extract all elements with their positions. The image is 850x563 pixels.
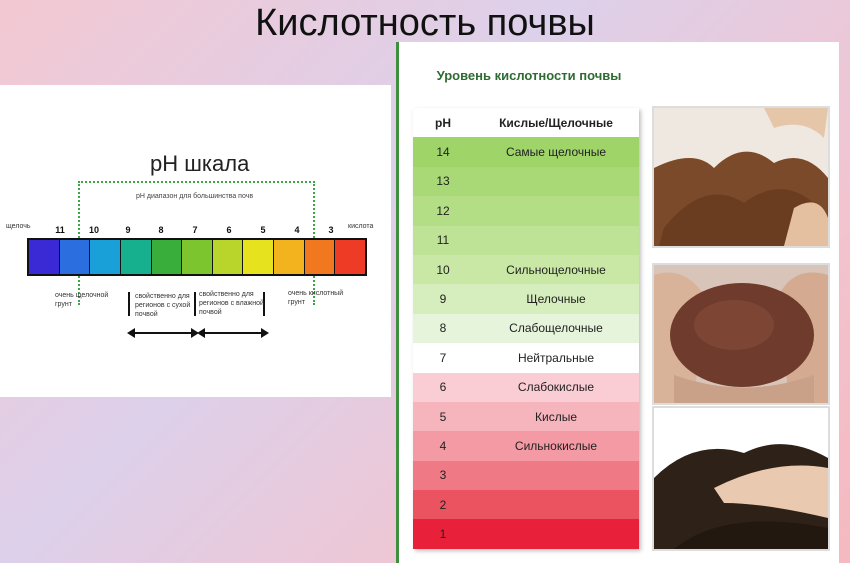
ph-segment bbox=[335, 240, 366, 274]
ph-scale-title: pH шкала bbox=[150, 151, 250, 176]
table-row: 14 Самые щелочные bbox=[413, 137, 639, 167]
row-ph: 14 bbox=[436, 145, 450, 160]
acidity-table: pH Кислые/Щелочные 14 Самые щелочные 13 12 1… bbox=[413, 108, 639, 549]
row-ph: 9 bbox=[439, 292, 447, 307]
ph-tick-label: 7 bbox=[192, 225, 198, 235]
row-desc: Самые щелочные bbox=[505, 145, 607, 160]
row-desc: Слабокислые bbox=[517, 380, 595, 395]
row-ph: 4 bbox=[439, 438, 447, 453]
acidity-panel: Уровень кислотности почвы pH Кислые/Щело… bbox=[396, 42, 839, 563]
table-row: 12 bbox=[413, 196, 639, 226]
note-dry-regions: свойственно для регионов с сухой почвой bbox=[135, 293, 191, 318]
ph-segment bbox=[274, 240, 305, 274]
row-desc: Слабощелочные bbox=[509, 321, 603, 336]
row-desc: Сильнокислые bbox=[514, 438, 598, 453]
row-ph: 1 bbox=[439, 527, 447, 542]
wet-marker bbox=[194, 292, 196, 316]
ph-tick-label: 4 bbox=[294, 225, 300, 235]
soil-photo-clay bbox=[652, 263, 830, 405]
range-note: pH диапазон для большинства почв bbox=[136, 193, 254, 200]
ph-tick-label: 6 bbox=[226, 225, 232, 235]
dry-marker bbox=[128, 292, 130, 316]
header-ph: pH bbox=[435, 115, 451, 130]
ph-color-bar bbox=[27, 238, 367, 276]
table-row: 6 Слабокислые bbox=[413, 372, 639, 402]
table-row: 7 Нейтральные bbox=[413, 343, 639, 373]
ph-tick-label: 5 bbox=[260, 225, 266, 235]
row-ph: 7 bbox=[439, 350, 447, 365]
wet-end-marker bbox=[263, 292, 265, 316]
row-ph: 12 bbox=[436, 203, 450, 218]
ph-segment bbox=[29, 240, 60, 274]
ph-segment bbox=[182, 240, 213, 274]
acidity-table-title: Уровень кислотности почвы bbox=[436, 68, 622, 83]
row-desc: Кислые bbox=[535, 409, 577, 424]
row-ph: 10 bbox=[436, 262, 450, 277]
ph-tick-label: 8 bbox=[158, 225, 164, 235]
table-row: 11 bbox=[413, 225, 639, 255]
ph-tick-label: 3 bbox=[328, 225, 334, 235]
ph-segment bbox=[120, 240, 152, 274]
table-header: pH Кислые/Щелочные bbox=[413, 108, 639, 138]
row-desc: Щелочные bbox=[526, 292, 586, 307]
table-row: 9 Щелочные bbox=[413, 284, 639, 314]
header-desc: Кислые/Щелочные bbox=[499, 115, 613, 130]
table-row: 4 Сильнокислые bbox=[413, 431, 639, 461]
table-row: 5 Кислые bbox=[413, 401, 639, 432]
ph-segment bbox=[243, 240, 275, 274]
table-row: 13 bbox=[413, 166, 639, 197]
row-ph: 2 bbox=[439, 497, 447, 512]
table-row: 3 bbox=[413, 460, 639, 491]
note-wet-regions: свойственно для регионов с влажной почво… bbox=[199, 291, 264, 316]
dry-range-arrow bbox=[127, 328, 199, 338]
acid-label: кислота bbox=[348, 223, 374, 230]
table-row: 2 bbox=[413, 490, 639, 520]
wet-range-arrow bbox=[197, 328, 269, 338]
ph-segment bbox=[59, 240, 91, 274]
row-ph: 5 bbox=[439, 409, 447, 424]
soil-photo-light bbox=[652, 106, 830, 248]
ph-segment bbox=[212, 240, 244, 274]
row-ph: 11 bbox=[436, 233, 450, 248]
note-very-alkaline: очень щелочной грунт bbox=[55, 292, 109, 308]
soil-photo-dark bbox=[652, 406, 830, 551]
ph-segment bbox=[151, 240, 183, 274]
row-desc: Сильнощелочные bbox=[506, 262, 606, 277]
alkali-label: щелочь bbox=[6, 223, 31, 230]
ph-tick-label: 9 bbox=[125, 225, 131, 235]
table-row: 10 Сильнощелочные bbox=[413, 254, 639, 285]
ph-segment bbox=[304, 240, 336, 274]
row-ph: 6 bbox=[439, 380, 447, 395]
table-row: 8 Слабощелочные bbox=[413, 313, 639, 344]
ph-scale-panel: pH шкала pH диапазон для большинства поч… bbox=[0, 85, 391, 397]
row-ph: 8 bbox=[439, 321, 447, 336]
row-ph: 13 bbox=[436, 174, 450, 189]
ph-tick-label: 11 bbox=[55, 225, 65, 235]
row-ph: 3 bbox=[439, 468, 447, 483]
ph-segment bbox=[90, 240, 121, 274]
ph-tick-label: 10 bbox=[88, 225, 99, 235]
table-row: 1 bbox=[413, 519, 639, 549]
slide-title: Кислотность почвы bbox=[255, 2, 595, 44]
note-very-acidic: очень кислотный грунт bbox=[288, 290, 344, 306]
row-desc: Нейтральные bbox=[517, 350, 595, 365]
